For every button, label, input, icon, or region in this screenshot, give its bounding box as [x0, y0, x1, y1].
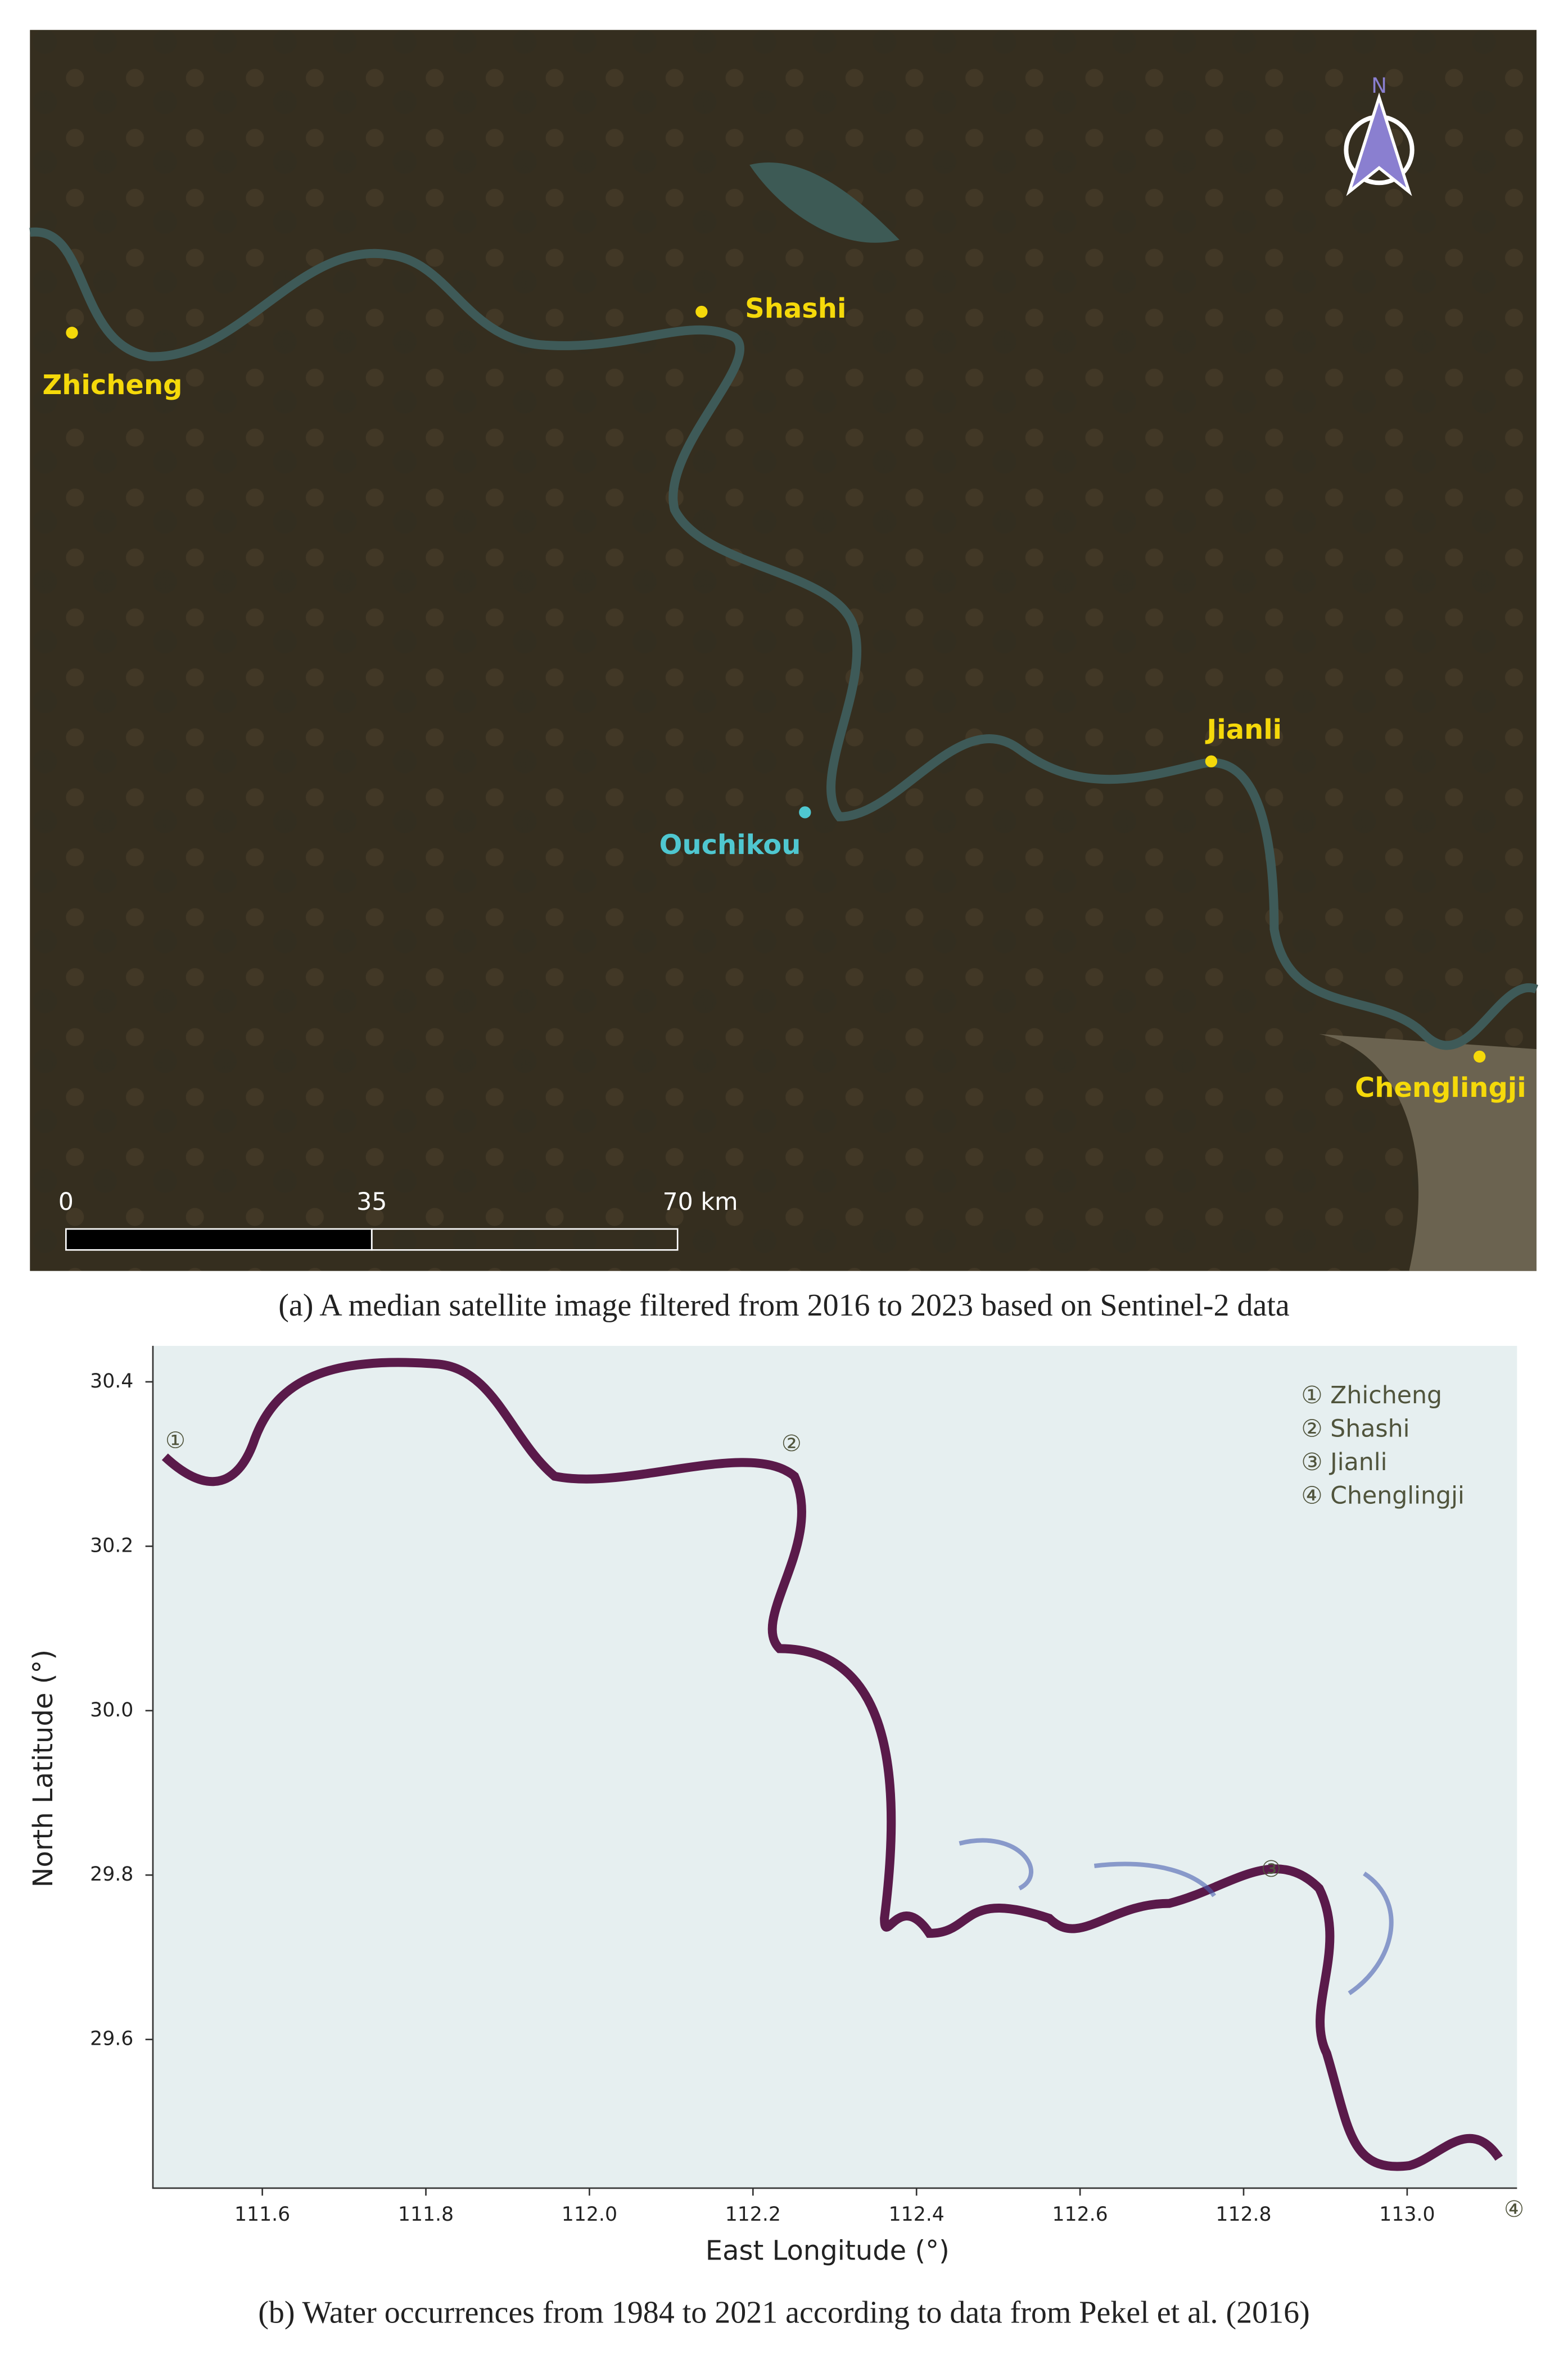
lake	[1319, 1034, 1537, 1271]
place-label: Ouchikou	[659, 829, 801, 861]
place-label: Zhicheng	[42, 369, 182, 401]
x-tick-label: 112.2	[725, 2203, 781, 2226]
legend: ① Zhicheng ② Shashi ③ Jianli ④ Chenglingji	[1301, 1381, 1464, 1510]
x-tick-label: 111.8	[398, 2203, 454, 2226]
river-marker: ④	[1504, 2197, 1524, 2222]
river-marker: ②	[781, 1431, 802, 1457]
ticks: 111.6 111.8 112.0 112.2 112.4 112.6 112.8 113.0…	[90, 1370, 1435, 2226]
place-dot	[66, 327, 78, 339]
river-marker: ①	[165, 1428, 186, 1454]
place-dot	[1474, 1050, 1486, 1063]
legend-entry: ② Shashi	[1301, 1415, 1409, 1443]
y-tick-label: 30.2	[90, 1534, 133, 1557]
place-dot	[799, 806, 811, 819]
x-axis-label: East Longitude (°)	[706, 2235, 950, 2267]
x-tick-label: 112.6	[1052, 2203, 1108, 2226]
y-tick-label: 29.8	[90, 1863, 133, 1886]
legend-entry: ④ Chenglingji	[1301, 1481, 1464, 1510]
x-tick-label: 112.0	[562, 2203, 617, 2226]
north-label: N	[1371, 73, 1387, 98]
x-tick-label: 112.8	[1215, 2203, 1271, 2226]
place-label: Shashi	[745, 293, 846, 324]
place-dot	[695, 305, 708, 318]
river	[29, 227, 1538, 1050]
x-tick-label: 113.0	[1379, 2203, 1435, 2226]
river-marker: ③	[1261, 1856, 1281, 1882]
legend-entry: ① Zhicheng	[1301, 1381, 1442, 1409]
y-tick-label: 30.4	[90, 1370, 133, 1393]
axes	[152, 1345, 1517, 2189]
plot-area	[152, 1345, 1517, 2189]
x-tick-label: 112.4	[889, 2203, 945, 2226]
place-label: Jianli	[1205, 714, 1282, 745]
y-tick-label: 30.0	[90, 1699, 133, 1721]
scale-label: 0	[58, 1188, 74, 1216]
north-arrow: N	[1344, 73, 1415, 196]
place-dot	[1205, 755, 1218, 767]
river-occurrence	[161, 1358, 1503, 2171]
x-tick-label: 111.6	[234, 2203, 290, 2226]
place-label: Chenglingji	[1355, 1072, 1526, 1104]
caption: (a) A median satellite image filtered fr…	[278, 1288, 1290, 1323]
y-axis-label: North Latitude (°)	[28, 1650, 59, 1887]
caption: (b) Water occurrences from 1984 to 2021 …	[258, 2295, 1309, 2330]
lake	[749, 162, 900, 243]
seasonal-water	[959, 1838, 1394, 1995]
scale-bar: 0 35 70 km	[58, 1188, 738, 1251]
terrain-texture	[30, 30, 1537, 1271]
scale-label: 70 km	[663, 1188, 738, 1216]
y-tick-label: 29.6	[90, 2028, 133, 2050]
scale-label: 35	[356, 1188, 387, 1216]
legend-entry: ③ Jianli	[1301, 1448, 1387, 1476]
